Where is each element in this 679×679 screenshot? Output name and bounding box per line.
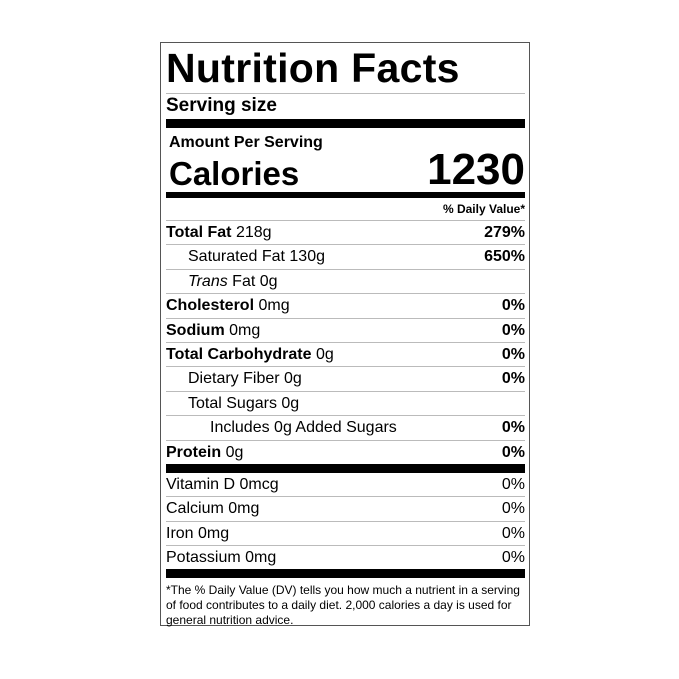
nutrient-amount: 0mg xyxy=(229,321,261,339)
calories-label: Calories xyxy=(169,155,300,192)
nutrient-row-total-sugars: Total Sugars 0g xyxy=(166,392,525,417)
nutrient-name: Dietary Fiber xyxy=(188,370,280,388)
label-title: Nutrition Facts xyxy=(166,45,525,94)
amount-per-serving: Amount Per Serving xyxy=(169,134,323,151)
vitamin-dv: 0% xyxy=(501,549,525,567)
nutrient-amount: 0g xyxy=(281,394,300,412)
vitamin-dv: 0% xyxy=(501,524,525,542)
nutrient-amount: 0g xyxy=(225,443,244,461)
nutrient-row-trans-fat: Trans Fat 0g xyxy=(166,270,525,295)
nutrient-row-protein: Protein 0g 0% xyxy=(166,441,525,464)
divider-thick xyxy=(166,463,525,473)
calories-row: Calories 1230 xyxy=(166,148,525,192)
nutrient-dv: 0% xyxy=(501,345,525,363)
nutrient-name: Saturated Fat xyxy=(188,248,285,266)
nutrient-row-total-carbohydrate: Total Carbohydrate 0g 0% xyxy=(166,343,525,368)
nutrient-dv: 0% xyxy=(501,370,525,388)
vitamin-name: Vitamin D 0mcg xyxy=(166,475,279,493)
nutrient-name: Sodium xyxy=(166,321,225,339)
nutrient-amount: 0g xyxy=(284,370,302,388)
vitamin-name: Calcium 0mg xyxy=(166,500,260,518)
vitamin-name: Iron 0mg xyxy=(166,524,230,542)
nutrient-dv: 0% xyxy=(501,419,525,437)
nutrient-dv: 279% xyxy=(484,224,525,241)
nutrient-amount: 218g xyxy=(235,224,272,241)
divider-medium xyxy=(166,192,525,198)
footnote: *The % Daily Value (DV) tells you how mu… xyxy=(166,583,520,628)
nutrient-name: Total Fat xyxy=(166,224,232,241)
vitamin-dv: 0% xyxy=(501,475,525,493)
nutrient-dv: 0% xyxy=(501,297,525,315)
nutrient-name: Cholesterol xyxy=(166,297,255,315)
nutrient-dv: 0% xyxy=(501,321,525,339)
nutrient-amount: 0g xyxy=(315,345,334,363)
nutrient-amount: 130g xyxy=(289,248,325,266)
nutrient-name: Includes 0g Added Sugars xyxy=(210,419,397,437)
nutrient-name: Protein xyxy=(166,443,222,461)
nutrient-dv: 0% xyxy=(501,443,525,461)
vitamin-name: Potassium 0mg xyxy=(166,549,277,567)
nutrient-row-cholesterol: Cholesterol 0mg 0% xyxy=(166,294,525,319)
nutrient-row-added-sugars: Includes 0g Added Sugars 0% xyxy=(166,416,525,441)
vitamin-dv: 0% xyxy=(501,500,525,518)
nutrient-dv: 650% xyxy=(484,248,525,266)
daily-value-header: % Daily Value* xyxy=(166,198,525,221)
vitamin-row: Iron 0mg 0% xyxy=(166,522,525,547)
nutrient-name: Total Sugars xyxy=(188,394,277,412)
serving-size: Serving size xyxy=(166,95,277,116)
nutrient-row-sodium: Sodium 0mg 0% xyxy=(166,319,525,343)
nutrient-name-italic: Trans xyxy=(188,272,228,290)
divider-thick xyxy=(166,119,525,128)
nutrient-amount: 0mg xyxy=(258,297,290,315)
calories-value: 1230 xyxy=(427,145,525,194)
vitamin-row: Potassium 0mg 0% xyxy=(166,546,525,569)
vitamin-row: Vitamin D 0mcg 0% xyxy=(166,473,525,498)
nutrient-row-total-fat: Total Fat 218g 279% xyxy=(166,221,525,246)
nutrition-facts-label: Nutrition Facts Serving size Amount Per … xyxy=(160,42,530,628)
nutrient-name: Total Carbohydrate xyxy=(166,345,312,363)
nutrient-row-saturated-fat: Saturated Fat 130g 650% xyxy=(166,245,525,270)
nutrient-amount: 0g xyxy=(259,272,278,290)
vitamin-row: Calcium 0mg 0% xyxy=(166,497,525,522)
nutrient-name: Fat xyxy=(232,272,256,290)
divider-thick xyxy=(166,569,525,579)
nutrient-row-dietary-fiber: Dietary Fiber 0g 0% xyxy=(166,367,525,392)
